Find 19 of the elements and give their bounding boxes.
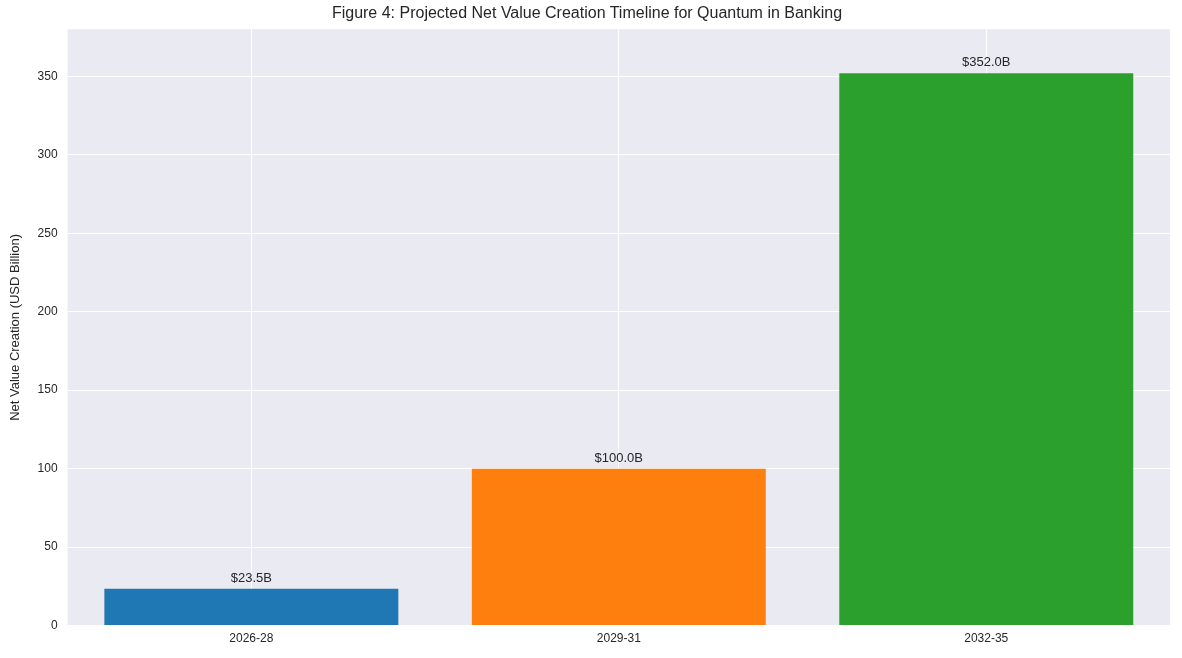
bar xyxy=(104,588,399,626)
y-tick-label: 150 xyxy=(37,382,58,397)
x-tick-label: 2029-31 xyxy=(596,631,642,646)
y-tick-label: 50 xyxy=(44,539,58,554)
x-tick-label: 2026-28 xyxy=(229,631,274,646)
data-label: $100.0B xyxy=(594,449,644,465)
bar xyxy=(839,73,1134,626)
x-tick-label: 2032-35 xyxy=(964,631,1009,646)
data-label: $352.0B xyxy=(962,54,1011,70)
y-tick-label: 300 xyxy=(37,147,58,162)
y-tick-label: 100 xyxy=(37,460,58,475)
y-tick-label: 0 xyxy=(50,617,58,632)
y-axis-title: Net Value Creation (USD Billion) xyxy=(7,233,23,421)
y-tick-label: 350 xyxy=(37,68,58,83)
data-label: $23.5B xyxy=(230,569,272,585)
chart-title: Figure 4: Projected Net Value Creation Timeline for Quantum in Banking xyxy=(331,4,843,22)
bar xyxy=(471,468,766,626)
y-tick-label: 200 xyxy=(37,304,58,319)
y-tick-label: 250 xyxy=(37,225,58,240)
